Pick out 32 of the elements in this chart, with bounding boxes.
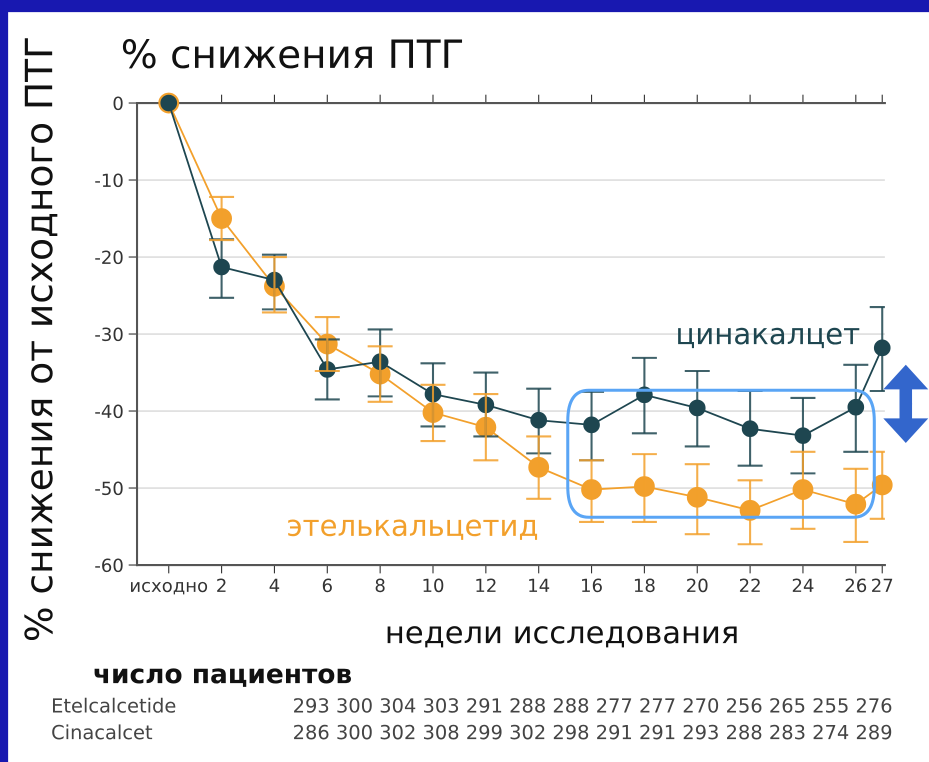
y-tick-label: -60 xyxy=(95,558,123,572)
x-tick-label: 27 xyxy=(872,578,892,592)
y-tick-label: -40 xyxy=(95,404,123,418)
text: 293 300 304 303 291 288 288 277 277 270 256 265 255 276 xyxy=(294,698,892,713)
x-tick-label: 26 xyxy=(846,578,866,592)
y-axis-title: % снижения от исходного ПТГ xyxy=(24,38,58,640)
y-tick-label: 0 xyxy=(114,96,123,110)
y-tick-label: -10 xyxy=(95,173,123,188)
series-label: цинакалцет xyxy=(678,328,860,348)
series-label: этелькальцетид xyxy=(288,520,538,540)
x-tick-label: 12 xyxy=(476,578,496,592)
x-tick-label: 2 xyxy=(217,578,226,592)
text: 286 300 302 308 299 302 298 291 291 293 288 283 274 289 xyxy=(294,724,892,740)
text: число пациентов xyxy=(94,668,351,687)
text: Cinacalcet xyxy=(52,724,152,740)
x-tick-label: 14 xyxy=(529,578,550,592)
x-tick-label: 10 xyxy=(423,578,444,592)
text: Etelcalcetide xyxy=(53,698,176,713)
x-tick-label: 4 xyxy=(270,578,280,592)
y-tick-label: -20 xyxy=(95,250,123,264)
x-tick-label: 22 xyxy=(740,578,760,592)
x-tick-label: 6 xyxy=(322,578,332,592)
y-tick-label: -30 xyxy=(95,327,123,342)
x-tick-label: исходно xyxy=(131,582,208,594)
x-axis-title: недели исследования xyxy=(388,626,737,648)
chart-title: % снижения ПТГ xyxy=(122,39,462,68)
x-tick-label: 18 xyxy=(634,578,655,592)
y-tick-label: -50 xyxy=(95,481,123,496)
x-tick-label: 16 xyxy=(582,578,602,592)
x-tick-label: 24 xyxy=(792,578,814,592)
x-tick-label: 20 xyxy=(687,578,708,592)
x-tick-label: 8 xyxy=(376,578,385,592)
